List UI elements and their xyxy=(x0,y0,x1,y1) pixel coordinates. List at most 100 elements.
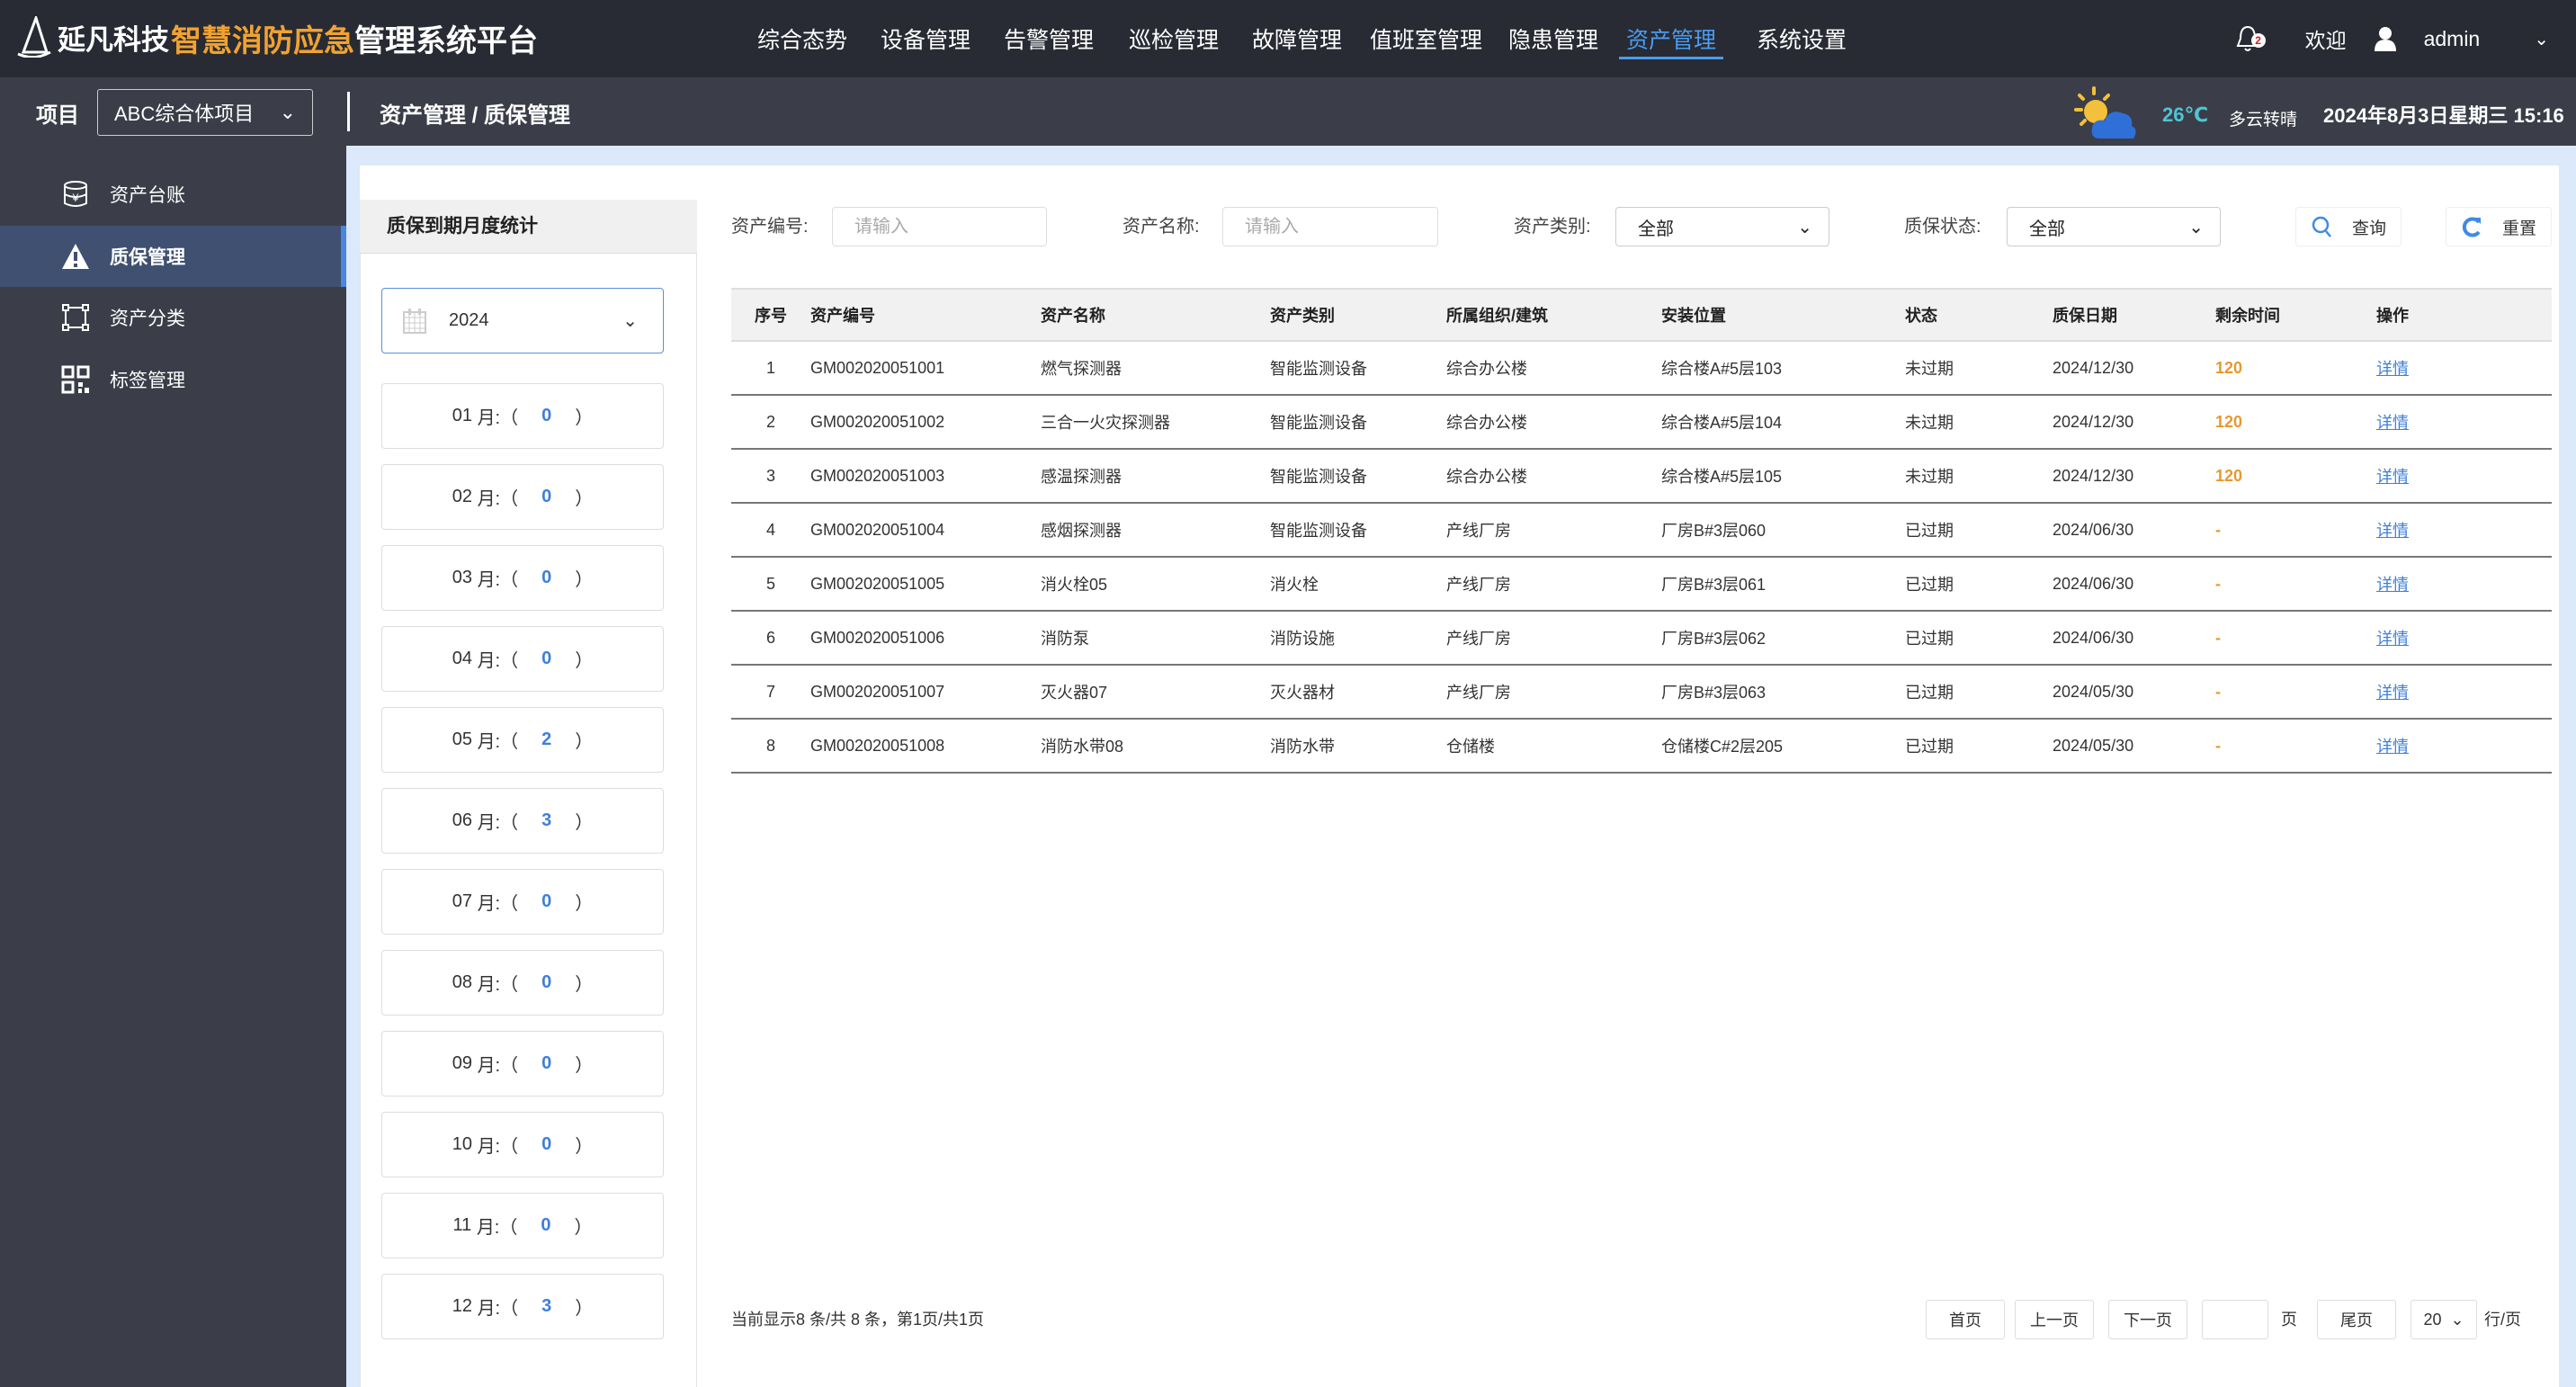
month-card[interactable]: 02 月:（ 0 ） xyxy=(381,464,664,530)
col-warranty-date-cell: 2024/12/30 xyxy=(2053,341,2215,396)
nav-assets[interactable]: 资产管理 xyxy=(1618,0,1724,77)
category-select[interactable]: 全部 ⌄ xyxy=(1615,207,1829,246)
stats-title: 质保到期月度统计 xyxy=(360,200,697,254)
notification-bell[interactable]: 2 xyxy=(2235,24,2266,53)
col-remaining-cell: - xyxy=(2215,557,2376,612)
col-action-cell[interactable]: 详情 xyxy=(2376,449,2552,504)
sidebar-item-tags[interactable]: 标签管理 xyxy=(0,349,346,410)
detail-link[interactable]: 详情 xyxy=(2376,738,2409,756)
col-action-header: 操作 xyxy=(2376,288,2552,342)
month-card[interactable]: 05 月:（ 2 ） xyxy=(381,707,664,773)
col-action-cell[interactable]: 详情 xyxy=(2376,503,2552,558)
month-card[interactable]: 04 月:（ 0 ） xyxy=(381,626,664,692)
month-close: ） xyxy=(575,813,594,833)
month-card[interactable]: 07 月:（ 0 ） xyxy=(381,869,664,935)
nav-overview[interactable]: 综合态势 xyxy=(757,28,848,53)
detail-link[interactable]: 详情 xyxy=(2376,468,2409,486)
col-status-cell: 已过期 xyxy=(1905,557,2053,612)
month-count: 0 xyxy=(541,1134,552,1154)
col-action-cell[interactable]: 详情 xyxy=(2376,557,2552,612)
page-number-input[interactable] xyxy=(2202,1300,2268,1339)
month-label: 04 xyxy=(452,649,472,668)
page-size-select[interactable]: 20 ⌄ xyxy=(2411,1300,2477,1339)
month-count: 0 xyxy=(541,649,552,668)
col-org-cell: 仓储楼 xyxy=(1446,719,1661,774)
year-picker[interactable]: 2024 ⌄ xyxy=(381,288,664,353)
reset-button[interactable]: 重置 xyxy=(2446,207,2552,246)
username[interactable]: admin xyxy=(2423,26,2481,50)
nav-settings[interactable]: 系统设置 xyxy=(1757,28,1847,53)
month-suffix: 月:（ xyxy=(476,1218,518,1238)
col-warranty-date-cell: 2024/05/30 xyxy=(2053,665,2215,720)
bell-icon xyxy=(2236,25,2259,51)
prev-page-button[interactable]: 上一页 xyxy=(2015,1300,2094,1339)
month-close: ） xyxy=(575,894,594,914)
chevron-down-icon[interactable]: ⌄ xyxy=(2534,29,2549,49)
asset-no-input[interactable] xyxy=(832,207,1047,246)
category-icon xyxy=(61,303,90,332)
project-select[interactable]: ABC综合体项目 ⌄ xyxy=(97,89,313,136)
col-action-cell[interactable]: 详情 xyxy=(2376,611,2552,666)
query-button[interactable]: 查询 xyxy=(2295,207,2402,246)
col-category-header: 资产类别 xyxy=(1270,288,1446,342)
asset-name-label: 资产名称: xyxy=(1123,217,1200,237)
sidebar-item-asset-ledger[interactable]: ¥ 资产台账 xyxy=(0,164,346,225)
sidebar-item-asset-category[interactable]: 资产分类 xyxy=(0,287,346,348)
month-suffix: 月:（ xyxy=(477,894,519,914)
detail-link[interactable]: 详情 xyxy=(2376,576,2409,594)
col-location-cell: 综合楼A#5层103 xyxy=(1661,341,1905,396)
col-org-cell: 综合办公楼 xyxy=(1446,341,1661,396)
asset-name-input[interactable] xyxy=(1222,207,1438,246)
sidebar-item-label: 质保管理 xyxy=(110,247,185,268)
month-card[interactable]: 01 月:（ 0 ） xyxy=(381,383,664,449)
col-action-cell[interactable]: 详情 xyxy=(2376,395,2552,450)
status-value: 全部 xyxy=(2029,219,2065,239)
nav-inspection[interactable]: 巡检管理 xyxy=(1129,28,1220,53)
detail-link[interactable]: 详情 xyxy=(2376,360,2409,378)
detail-link[interactable]: 详情 xyxy=(2376,630,2409,648)
nav-faults[interactable]: 故障管理 xyxy=(1252,28,1343,53)
month-card[interactable]: 12 月:（ 3 ） xyxy=(381,1274,664,1339)
category-label: 资产类别: xyxy=(1514,217,1591,237)
nav-devices[interactable]: 设备管理 xyxy=(881,28,971,53)
month-close: ） xyxy=(575,975,594,995)
weather-text: 多云转晴 xyxy=(2229,111,2298,130)
sidebar-item-warranty[interactable]: 质保管理 xyxy=(0,226,346,287)
month-card[interactable]: 08 月:（ 0 ） xyxy=(381,950,664,1016)
month-card[interactable]: 09 月:（ 0 ） xyxy=(381,1031,664,1096)
month-label: 08 xyxy=(452,972,472,992)
col-action-cell[interactable]: 详情 xyxy=(2376,665,2552,720)
col-action-cell[interactable]: 详情 xyxy=(2376,719,2552,774)
reset-label: 重置 xyxy=(2501,219,2536,238)
month-card[interactable]: 11 月:（ 0 ） xyxy=(381,1193,664,1258)
month-suffix: 月:（ xyxy=(477,975,519,995)
next-page-button[interactable]: 下一页 xyxy=(2108,1300,2187,1339)
detail-link[interactable]: 详情 xyxy=(2376,522,2409,540)
nav-alarms[interactable]: 告警管理 xyxy=(1004,28,1095,53)
col-location-cell: 厂房B#3层062 xyxy=(1661,611,1905,666)
detail-link[interactable]: 详情 xyxy=(2376,684,2409,702)
nav-hazards[interactable]: 隐患管理 xyxy=(1508,28,1599,53)
month-card[interactable]: 06 月:（ 3 ） xyxy=(381,788,664,854)
month-count: 2 xyxy=(541,729,552,749)
month-card[interactable]: 10 月:（ 0 ） xyxy=(381,1112,664,1177)
detail-link[interactable]: 详情 xyxy=(2376,414,2409,432)
month-card[interactable]: 03 月:（ 0 ） xyxy=(381,545,664,611)
col-asset-name-cell: 消防泵 xyxy=(1041,611,1270,666)
first-page-button[interactable]: 首页 xyxy=(1926,1300,2005,1339)
month-close: ） xyxy=(575,408,594,428)
month-close: ） xyxy=(575,651,594,671)
col-location-cell: 厂房B#3层063 xyxy=(1661,665,1905,720)
category-value: 全部 xyxy=(1638,219,1674,239)
col-action-cell[interactable]: 详情 xyxy=(2376,341,2552,396)
table-row: 5 GM002020051005 消火栓05 消火栓 产线厂房 厂房B#3层061 已过期 2… xyxy=(731,557,2552,612)
brand-logo: 延凡科技 xyxy=(16,16,169,58)
status-select[interactable]: 全部 ⌄ xyxy=(2007,207,2221,246)
sail-logo-icon xyxy=(17,16,51,58)
col-remaining-cell: - xyxy=(2215,665,2376,720)
table-row: 7 GM002020051007 灭火器07 灭火器材 产线厂房 厂房B#3层063 已过期… xyxy=(731,665,2552,720)
month-close: ） xyxy=(575,732,594,752)
col-remaining-cell: - xyxy=(2215,719,2376,774)
last-page-button[interactable]: 尾页 xyxy=(2317,1300,2396,1339)
nav-duty-room[interactable]: 值班室管理 xyxy=(1370,28,1483,53)
